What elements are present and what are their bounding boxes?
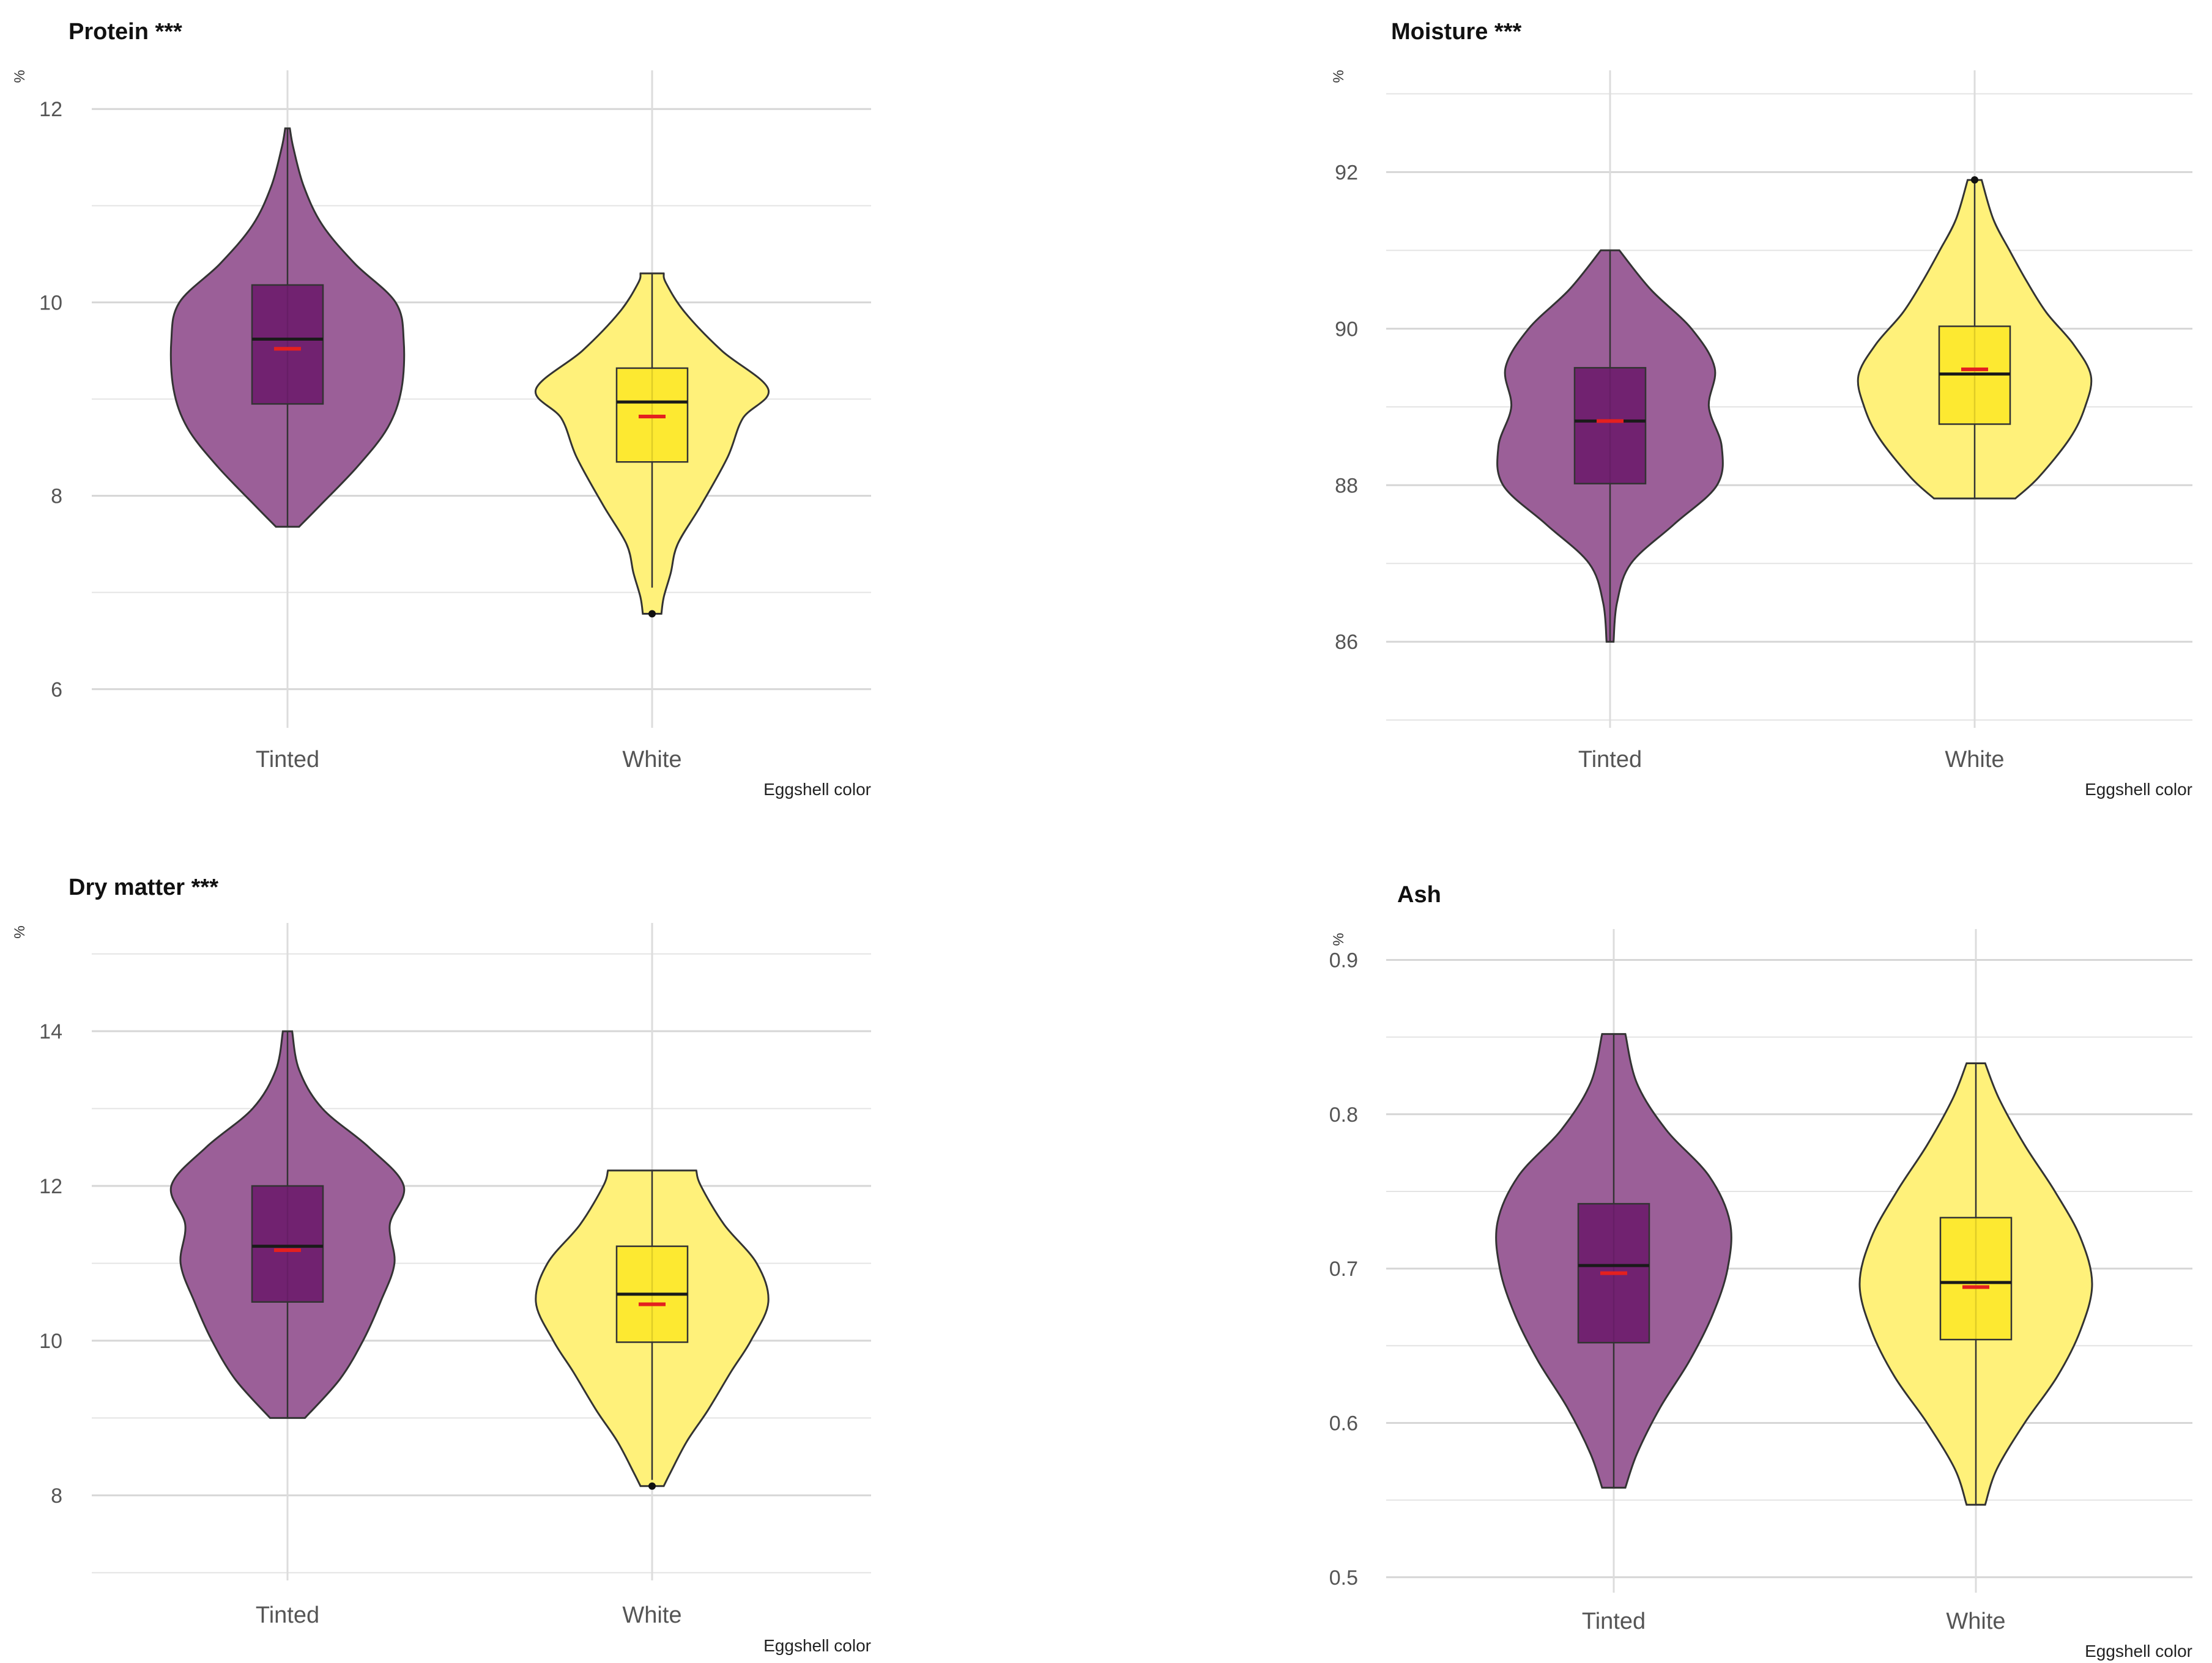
y-tick-label: 0.9	[1329, 949, 1358, 972]
x-tick-label-tinted: Tinted	[1578, 747, 1642, 772]
chart-svg: Ash% 0.5 0.6 0.7 0.8 0.9 Tinted White Eggshell c…	[1329, 882, 2192, 1661]
y-axis-label: %	[1331, 70, 1347, 83]
box-white	[1939, 1217, 2013, 1341]
y-tick-label: 14	[39, 1020, 62, 1043]
chart-panel-ash: Ash% 0.5 0.6 0.7 0.8 0.9 Tinted White Eggshell c…	[1106, 831, 2212, 1663]
chart-title: Dry matter ***	[69, 875, 218, 900]
outlier-point	[648, 1482, 656, 1490]
y-tick-label: 6	[51, 678, 62, 702]
outlier-point	[648, 610, 656, 618]
x-tick-label-white: White	[1946, 1609, 2005, 1634]
chart-title: Moisture ***	[1391, 19, 1521, 45]
y-tick-label: 10	[39, 1330, 62, 1353]
y-tick-label: 0.8	[1329, 1103, 1358, 1127]
chart-title: Ash	[1397, 882, 1441, 908]
box-tinted	[251, 1185, 324, 1303]
chart-panel-dry-matter: Dry matter ***% 8 10 12 14 Tinted White Eggshel…	[0, 831, 1106, 1663]
chart-panel-protein: Protein ***% 6 8 10 12 Tinted White Eggshell co…	[0, 0, 1106, 831]
y-tick-label: 0.6	[1329, 1412, 1358, 1435]
y-axis-label: %	[12, 70, 28, 83]
chart-svg: Protein ***% 6 8 10 12 Tinted White Eggshell co…	[12, 19, 871, 799]
chart-svg: Dry matter ***% 8 10 12 14 Tinted White Eggshel…	[12, 875, 871, 1655]
x-axis-label: Eggshell color	[763, 780, 871, 799]
y-tick-label: 90	[1335, 317, 1358, 341]
y-tick-label: 12	[39, 1175, 62, 1198]
box-tinted	[1573, 367, 1647, 484]
chart-svg: Moisture ***% 86 88 90 92 Tinted White Eggshell…	[1331, 19, 2192, 799]
x-tick-label-tinted: Tinted	[1582, 1609, 1646, 1634]
chart-title: Protein ***	[69, 19, 182, 45]
y-axis-label: %	[1331, 933, 1347, 946]
x-tick-label-tinted: Tinted	[256, 747, 319, 772]
y-axis-label: %	[12, 925, 28, 938]
y-tick-label: 86	[1335, 631, 1358, 654]
y-tick-label: 8	[51, 1484, 62, 1508]
x-tick-label-white: White	[1945, 747, 2004, 772]
x-tick-label-tinted: Tinted	[256, 1602, 319, 1628]
y-tick-label: 0.7	[1329, 1257, 1358, 1281]
box-tinted	[251, 284, 324, 405]
y-tick-label: 0.5	[1329, 1566, 1358, 1590]
x-tick-label-white: White	[622, 1602, 681, 1628]
y-tick-label: 92	[1335, 161, 1358, 184]
x-axis-label: Eggshell color	[2085, 780, 2192, 799]
y-tick-label: 88	[1335, 474, 1358, 497]
x-tick-label-white: White	[622, 747, 681, 772]
y-tick-label: 12	[39, 98, 62, 121]
y-tick-label: 8	[51, 485, 62, 508]
chart-panel-moisture: Moisture ***% 86 88 90 92 Tinted White Eggshell…	[1106, 0, 2212, 831]
y-tick-label: 10	[39, 291, 62, 314]
x-axis-label: Eggshell color	[763, 1636, 871, 1655]
outlier-point	[1971, 176, 1978, 184]
x-axis-label: Eggshell color	[2085, 1642, 2192, 1661]
